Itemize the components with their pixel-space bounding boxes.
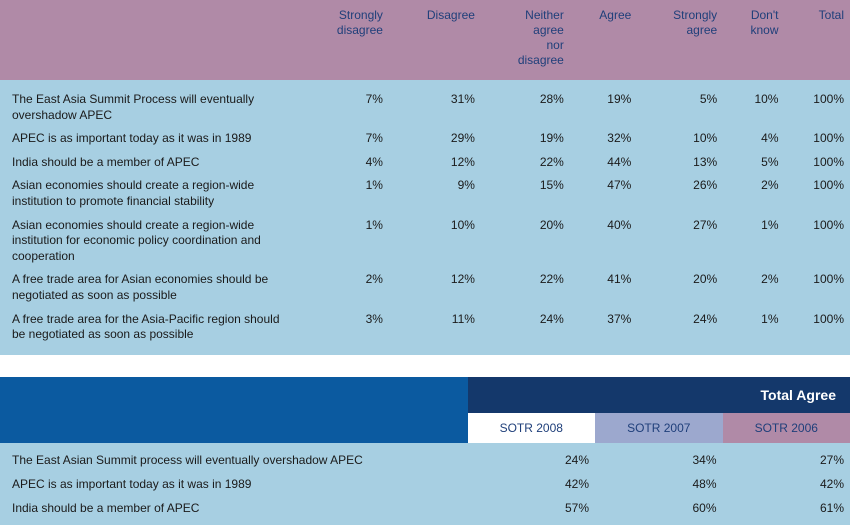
survey-cell: 20% xyxy=(481,214,570,269)
survey-table-head: Stronglydisagree Disagree Neitheragreeno… xyxy=(0,0,850,80)
col-header: Neitheragreenordisagree xyxy=(481,0,570,80)
survey-cell: 13% xyxy=(637,151,723,175)
survey-cell: 5% xyxy=(637,80,723,127)
survey-cell: 2% xyxy=(300,268,389,307)
survey-row-label: India should be a member of APEC xyxy=(0,151,300,175)
survey-cell: 100% xyxy=(784,214,850,269)
survey-cell: 20% xyxy=(637,268,723,307)
survey-cell: 12% xyxy=(389,151,481,175)
survey-cell: 1% xyxy=(300,174,389,213)
year-header: SOTR 2007 xyxy=(595,413,723,443)
survey-cell: 24% xyxy=(481,308,570,355)
total-agree-cell: 61% xyxy=(723,496,850,525)
total-agree-cell: 42% xyxy=(723,472,850,496)
total-agree-cell: 48% xyxy=(595,472,723,496)
total-agree-cell: 60% xyxy=(595,496,723,525)
total-agree-cell: 24% xyxy=(468,443,596,472)
total-agree-row-label: The East Asian Summit process will event… xyxy=(0,443,468,472)
survey-cell: 4% xyxy=(723,127,784,151)
col-header: Stronglydisagree xyxy=(300,0,389,80)
total-agree-row-label: APEC is as important today as it was in … xyxy=(0,472,468,496)
survey-row-label: Asian economies should create a region-w… xyxy=(0,214,300,269)
survey-row-label: A free trade area for the Asia-Pacific r… xyxy=(0,308,300,355)
survey-cell: 19% xyxy=(481,127,570,151)
survey-cell: 19% xyxy=(570,80,637,127)
year-header: SOTR 2008 xyxy=(468,413,596,443)
survey-cell: 1% xyxy=(300,214,389,269)
survey-cell: 10% xyxy=(723,80,784,127)
survey-cell: 11% xyxy=(389,308,481,355)
total-agree-title: Total Agree xyxy=(468,377,850,413)
survey-row-label: The East Asia Summit Process will eventu… xyxy=(0,80,300,127)
survey-cell: 22% xyxy=(481,151,570,175)
survey-cell: 100% xyxy=(784,174,850,213)
survey-cell: 41% xyxy=(570,268,637,307)
survey-cell: 22% xyxy=(481,268,570,307)
survey-cell: 7% xyxy=(300,80,389,127)
survey-cell: 100% xyxy=(784,268,850,307)
survey-cell: 29% xyxy=(389,127,481,151)
survey-cell: 7% xyxy=(300,127,389,151)
survey-cell: 2% xyxy=(723,268,784,307)
survey-cell: 100% xyxy=(784,80,850,127)
col-header: Disagree xyxy=(389,0,481,80)
survey-cell: 10% xyxy=(637,127,723,151)
total-agree-cell: 27% xyxy=(723,443,850,472)
survey-cell: 32% xyxy=(570,127,637,151)
survey-cell: 100% xyxy=(784,308,850,355)
survey-cell: 1% xyxy=(723,214,784,269)
survey-cell: 37% xyxy=(570,308,637,355)
survey-cell: 9% xyxy=(389,174,481,213)
survey-cell: 47% xyxy=(570,174,637,213)
survey-table-body: The East Asia Summit Process will eventu… xyxy=(0,80,850,355)
survey-cell: 15% xyxy=(481,174,570,213)
total-agree-leftblank xyxy=(0,377,468,443)
survey-row-label: Asian economies should create a region-w… xyxy=(0,174,300,213)
survey-cell: 44% xyxy=(570,151,637,175)
survey-cell: 5% xyxy=(723,151,784,175)
col-header: Don'tknow xyxy=(723,0,784,80)
survey-stub-header xyxy=(0,0,300,80)
survey-table: Stronglydisagree Disagree Neitheragreeno… xyxy=(0,0,850,355)
survey-row-label: A free trade area for Asian economies sh… xyxy=(0,268,300,307)
survey-cell: 1% xyxy=(723,308,784,355)
survey-cell: 10% xyxy=(389,214,481,269)
survey-cell: 24% xyxy=(637,308,723,355)
total-agree-head: Total Agree SOTR 2008 SOTR 2007 SOTR 200… xyxy=(0,377,850,443)
total-agree-cell: 34% xyxy=(595,443,723,472)
survey-cell: 31% xyxy=(389,80,481,127)
survey-cell: 100% xyxy=(784,151,850,175)
survey-cell: 27% xyxy=(637,214,723,269)
survey-cell: 3% xyxy=(300,308,389,355)
year-header: SOTR 2006 xyxy=(723,413,850,443)
survey-cell: 2% xyxy=(723,174,784,213)
survey-cell: 26% xyxy=(637,174,723,213)
survey-cell: 12% xyxy=(389,268,481,307)
survey-cell: 28% xyxy=(481,80,570,127)
total-agree-cell: 42% xyxy=(468,472,596,496)
survey-cell: 4% xyxy=(300,151,389,175)
survey-cell: 100% xyxy=(784,127,850,151)
col-header: Agree xyxy=(570,0,637,80)
total-agree-table: Total Agree SOTR 2008 SOTR 2007 SOTR 200… xyxy=(0,377,850,525)
col-header: Total xyxy=(784,0,850,80)
total-agree-body: The East Asian Summit process will event… xyxy=(0,443,850,525)
survey-cell: 40% xyxy=(570,214,637,269)
total-agree-cell: 57% xyxy=(468,496,596,525)
survey-row-label: APEC is as important today as it was in … xyxy=(0,127,300,151)
table-gap xyxy=(0,355,850,377)
col-header: Stronglyagree xyxy=(637,0,723,80)
total-agree-row-label: India should be a member of APEC xyxy=(0,496,468,525)
